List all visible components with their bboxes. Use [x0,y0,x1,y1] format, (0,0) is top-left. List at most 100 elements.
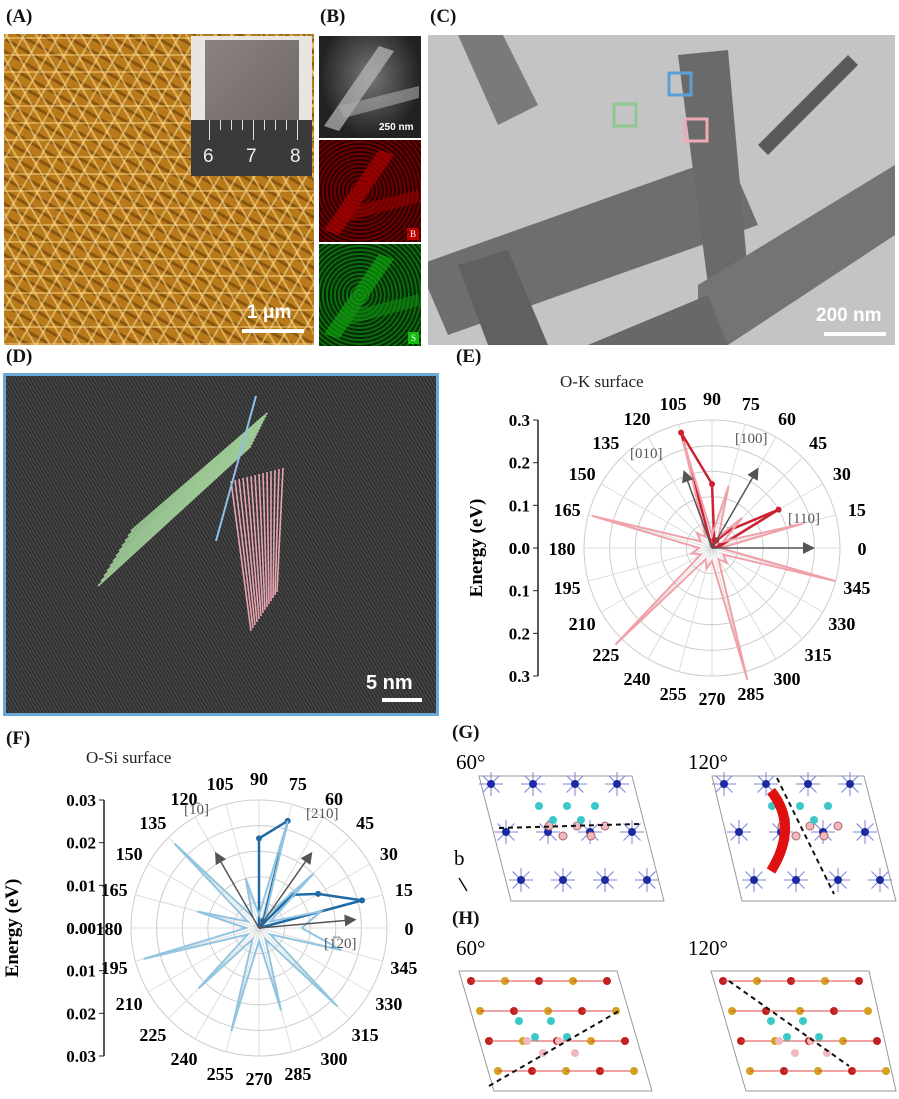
polar-angle-label: 60 [325,789,343,809]
roi-green [612,102,638,128]
polar-angle-label: 45 [809,433,827,453]
polar-angle-label: 210 [569,614,596,634]
polar-angle-label: 315 [352,1025,379,1045]
h-angle-60: 60° [456,936,486,960]
y-tick-label: 0.01 [66,962,96,981]
atom [815,1033,823,1041]
polar-angle-label: 90 [250,769,268,789]
polar-angle-label: 330 [375,994,402,1014]
polar-angle-label: 135 [592,433,619,453]
direction-arrow [682,470,713,549]
atom [487,780,495,788]
polar-angle-label: 345 [843,578,870,598]
panel-label-b: (B) [320,6,346,27]
atom [571,1049,579,1057]
structure-g [458,772,897,902]
polar-e-title: O-K surface [560,372,644,391]
polar-point [256,835,262,842]
atom [549,816,557,824]
polar-angle-label: 225 [139,1025,166,1045]
y-tick-label: 0.2 [509,454,530,473]
atom [864,1007,872,1015]
eds-boron-map: B [319,140,421,242]
polar-f-title: O-Si surface [86,748,172,767]
polar-angle-label: 120 [171,789,198,809]
atom [799,1017,807,1025]
y-tick-label: 0.2 [509,624,530,643]
atom [796,802,804,810]
direction-arrow [215,851,260,929]
scale-bar-c [824,332,886,336]
atom [735,828,743,836]
atom [630,1067,638,1075]
direction-label: [100] [735,431,768,447]
atom [555,1037,563,1045]
y-tick-label: 0.0 [509,539,530,558]
atom [791,831,801,841]
atom [535,802,543,810]
element-badge-b: B [406,228,419,240]
polar-series-line [715,508,780,547]
y-tick-label: 0.03 [66,791,96,810]
polar-angle-label: 225 [592,645,619,665]
direction-arrow [258,851,313,929]
atom [603,977,611,985]
atom [613,780,621,788]
atom [807,1037,815,1045]
atom [502,828,510,836]
element-badge-s: S [407,332,419,344]
polar-angle-label: 300 [321,1049,348,1069]
polar-point [678,429,685,436]
scale-label-c: 200 nm [816,305,882,326]
atom [834,876,842,884]
polar-angle-label: 105 [207,774,234,794]
ruler-number: 6 [203,146,214,167]
polar-angle-label: 165 [554,500,581,520]
panel-label-h: (H) [452,908,480,929]
polar-angle-label: 345 [390,958,417,978]
y-tick-label: 0.3 [509,667,530,686]
atom [791,1049,799,1057]
polar-angle-label: 285 [737,684,764,704]
polar-angle-label: 120 [624,409,651,429]
y-tick-label: 0.3 [509,411,530,430]
polar-angle-label: 75 [289,774,307,794]
polar-angle-label: 300 [774,669,801,689]
roi-pink [683,117,709,143]
y-axis-label: Energy (eV) [4,879,23,978]
atom [558,831,568,841]
atom [577,816,585,824]
y-tick-label: 0.00 [66,919,96,938]
atom [586,831,596,841]
polar-angle-label: 90 [703,389,721,409]
atom [861,828,869,836]
y-tick-label: 0.02 [66,1004,96,1023]
polar-angle-label: 255 [660,684,687,704]
atom [876,876,884,884]
polar-angle-label: 315 [805,645,832,665]
roi-blue [667,71,693,97]
direction-label: [1̅0] [184,802,209,818]
panel-label-g: (G) [452,722,480,743]
atom [805,821,815,831]
polar-angle-label: 45 [356,813,374,833]
scale-label-a: 1 μm [247,302,292,323]
polar-point [709,481,715,487]
atom [559,876,567,884]
g-axis-b: b [454,846,465,870]
atom [783,1033,791,1041]
atom [621,1037,629,1045]
polar-angle-label: 270 [246,1069,273,1089]
polar-series-line [292,892,363,902]
y-tick-label: 0.1 [509,496,530,515]
polar-angle-label: 285 [284,1064,311,1084]
ruler-number: 8 [290,146,301,167]
atom [539,1049,547,1057]
atom [750,876,758,884]
hrtem-image: 5 nm [3,373,439,716]
polar-angle-label: 0 [858,539,867,559]
atom [873,1037,881,1045]
y-axis-label: Energy (eV) [470,499,487,598]
tem-image: 200 nm [428,35,895,345]
